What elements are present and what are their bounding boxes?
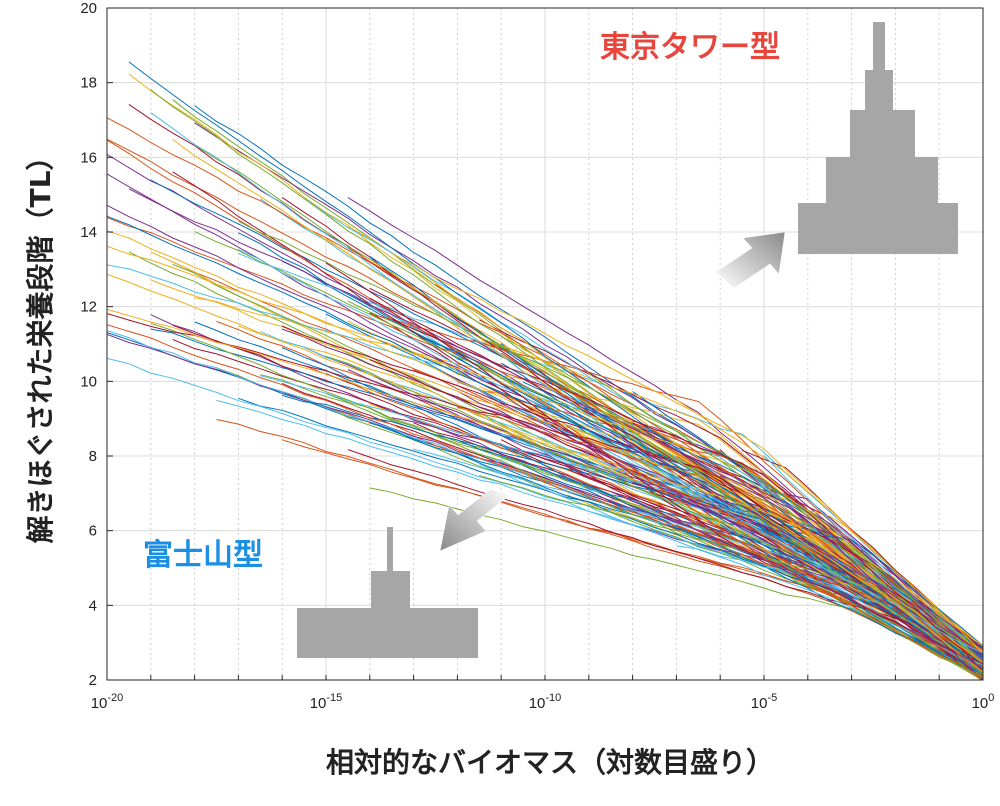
series-line (588, 474, 983, 672)
series-line (107, 230, 983, 653)
tower-annotation-label: 東京タワー型 (600, 30, 780, 65)
y-tick-label: 12 (80, 299, 97, 316)
y-axis-title: 解きほぐされた栄養段階（TL） (24, 143, 57, 544)
y-axis: 2 4 6 8 10 12 14 16 18 20 (80, 0, 113, 689)
x-tick-label: 10-15 (310, 692, 343, 712)
series-line (107, 215, 983, 675)
series-line (719, 524, 983, 676)
series-line (325, 262, 983, 665)
y-tick-label: 16 (80, 149, 97, 166)
series-line (807, 509, 983, 663)
series-line (107, 173, 983, 676)
series-line (676, 399, 983, 648)
y-tick-label: 20 (80, 0, 97, 17)
series-line (107, 308, 983, 664)
y-tick-label: 18 (80, 75, 97, 92)
y-tick-label: 10 (80, 373, 97, 390)
series-line (150, 112, 983, 654)
series-line (303, 365, 983, 680)
x-axis-title: 相対的なバイオマス（対数目盛り） (326, 746, 774, 779)
series-line (107, 357, 983, 672)
series-line (566, 439, 983, 649)
fuji-pyramid-icon (297, 527, 478, 658)
series-line (391, 318, 983, 672)
series-line (128, 61, 983, 661)
series-line (588, 400, 983, 673)
y-tick-label: 14 (80, 224, 97, 241)
series-line (698, 537, 983, 667)
series-line (325, 355, 983, 656)
series-line (435, 434, 983, 659)
series-line (391, 253, 983, 654)
series-line (107, 324, 983, 663)
series-line (194, 231, 983, 672)
series-line (566, 425, 983, 679)
series-lines (107, 61, 983, 680)
x-axis: 10-20 10-15 10-10 10-5 100 (91, 675, 995, 712)
series-line (500, 352, 983, 672)
y-tick-label: 8 (89, 448, 97, 465)
series-line (610, 491, 983, 669)
series-line (369, 422, 983, 664)
tower-pyramid-icon (798, 22, 958, 254)
series-line (107, 245, 983, 647)
series-line (522, 443, 983, 653)
series-line (347, 225, 983, 665)
series-line (107, 117, 983, 678)
series-line (479, 463, 983, 666)
fuji-annotation-label: 富士山型 (143, 538, 263, 573)
series-line (281, 347, 983, 675)
x-tick-label: 10-20 (91, 692, 124, 712)
series-line (479, 475, 983, 676)
fuji-pyramid-annotation: 富士山型 (143, 488, 511, 658)
grid (107, 8, 983, 680)
tower-pyramid-annotation: 東京タワー型 (600, 22, 958, 289)
x-tick-label: 10-10 (529, 692, 562, 712)
series-line (216, 419, 983, 680)
arrow-up-right-icon (715, 231, 786, 289)
x-tick-label: 10-5 (751, 692, 777, 712)
y-tick-label: 4 (89, 597, 97, 614)
x-tick-label: 100 (972, 692, 995, 712)
arrow-down-left-icon (439, 488, 511, 552)
y-tick-label: 6 (89, 523, 97, 540)
y-tick-label: 2 (89, 672, 97, 689)
